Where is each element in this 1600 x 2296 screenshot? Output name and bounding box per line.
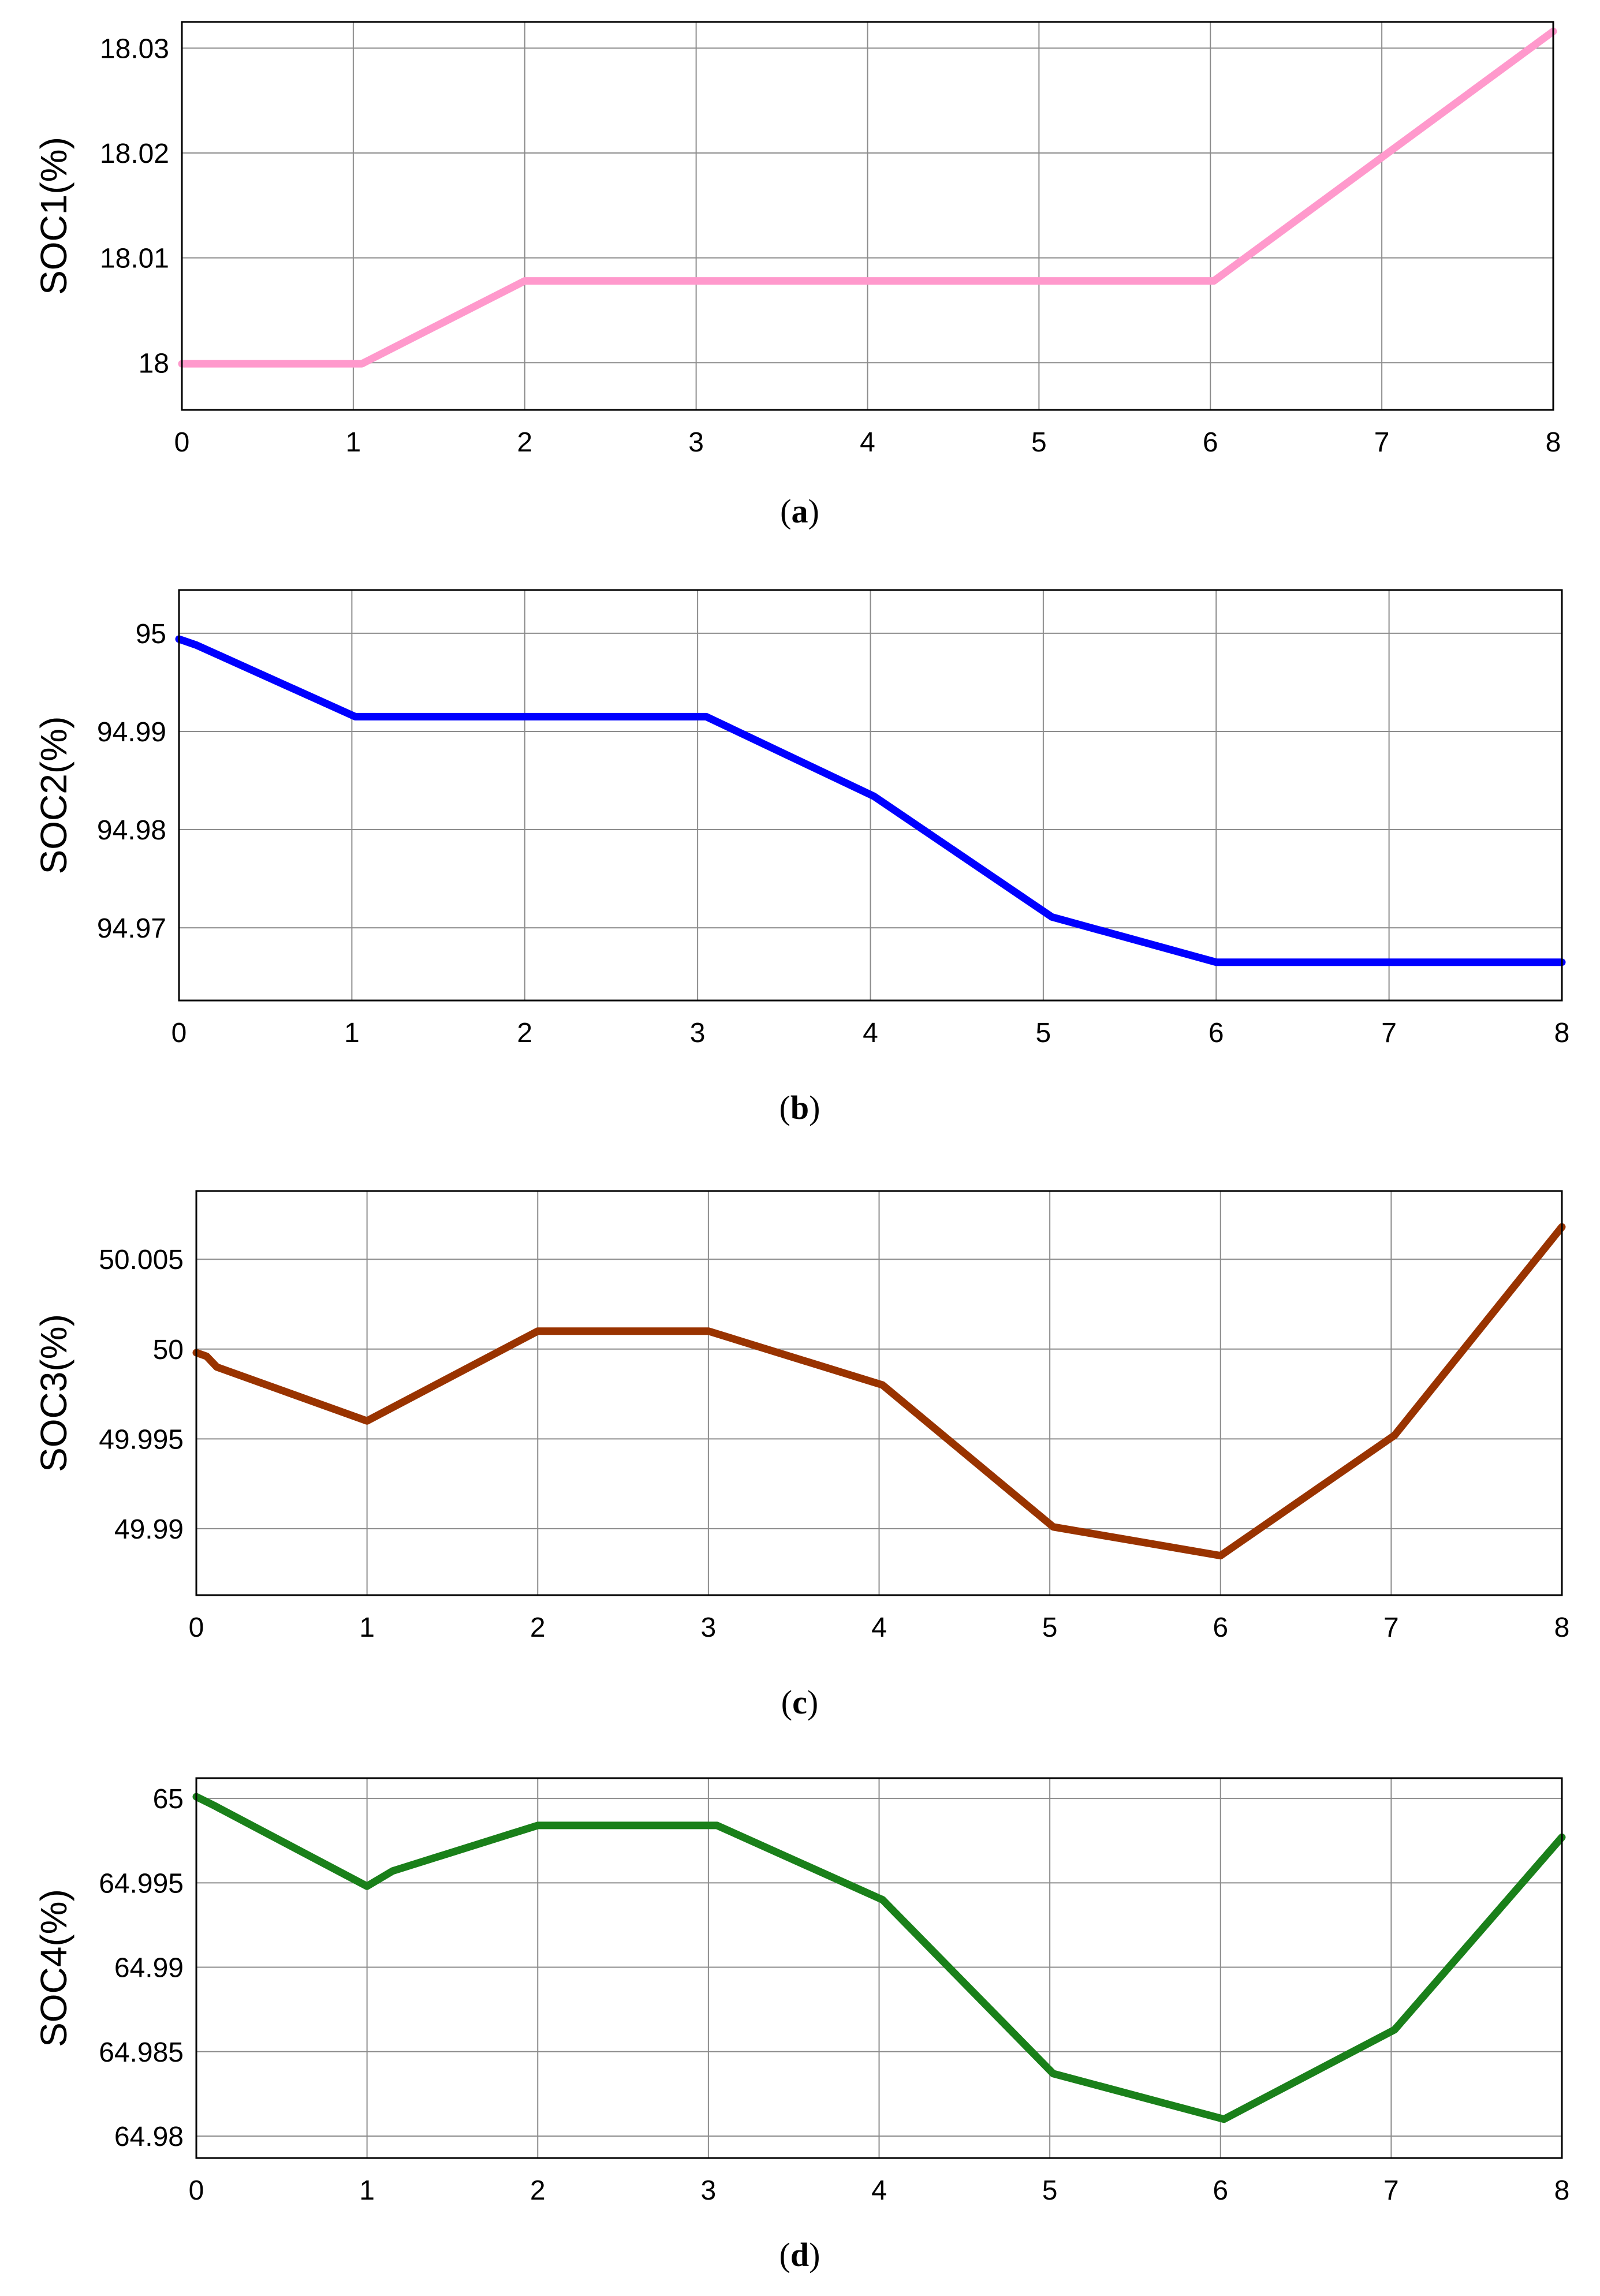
axes-frame	[195, 1777, 1563, 2159]
y-tick-label: 64.98	[114, 2122, 184, 2152]
x-tick-label: 3	[701, 1612, 717, 1643]
caption-letter: d	[790, 2236, 809, 2273]
x-tick-label: 5	[1042, 2175, 1058, 2206]
y-tick-label: 50	[153, 1335, 184, 1365]
y-tick-label: 18.03	[100, 33, 169, 64]
y-tick-label: 64.995	[99, 1868, 184, 1899]
x-tick-label: 5	[1036, 1018, 1051, 1048]
x-tick-label: 7	[1383, 2175, 1399, 2206]
axes-frame	[195, 1190, 1563, 1596]
x-tick-label: 6	[1213, 1612, 1228, 1643]
y-tick-label: 50.005	[99, 1245, 184, 1275]
axes-frame	[181, 21, 1554, 411]
y-tick-label: 94.99	[97, 717, 166, 748]
x-tick-label: 2	[517, 1018, 532, 1048]
panel-caption: (b)	[780, 1089, 820, 1126]
x-tick-label: 0	[174, 427, 190, 458]
x-tick-label: 0	[189, 1612, 204, 1643]
x-tick-label: 3	[690, 1018, 706, 1048]
chart-panel-a: 0 1 2 3 4 5 6 7 8 18 18.01 18.02 18.03 SOC1(%) (a)	[33, 21, 1561, 530]
series-line-soc3	[192, 1223, 1566, 1560]
x-tick-label: 3	[701, 2175, 717, 2206]
caption-letter: a	[792, 492, 808, 530]
x-tick-label: 1	[359, 2175, 375, 2206]
series-line-soc2	[175, 635, 1566, 966]
x-tick-label: 2	[530, 2175, 546, 2206]
x-tick-label: 8	[1554, 2175, 1570, 2206]
y-tick-label: 18	[139, 348, 169, 379]
y-tick-label: 95	[136, 619, 166, 649]
y-tick-label: 94.98	[97, 815, 166, 846]
y-tick-label: 49.995	[99, 1424, 184, 1455]
panel-caption: (c)	[781, 1683, 818, 1721]
series-line-soc4	[192, 1793, 1566, 2123]
x-tick-label: 8	[1546, 427, 1561, 458]
x-tick-label: 3	[688, 427, 704, 458]
x-tick-label: 7	[1383, 1612, 1399, 1643]
axes-frame	[178, 589, 1563, 1002]
x-tick-label: 8	[1554, 1612, 1570, 1643]
y-tick-label: 18.02	[100, 139, 169, 169]
x-tick-label: 4	[871, 1612, 887, 1643]
x-tick-label: 6	[1209, 1018, 1224, 1048]
y-axis-label: SOC2(%)	[33, 716, 74, 875]
series-line-soc1	[178, 27, 1557, 368]
y-tick-label: 18.01	[100, 244, 169, 274]
x-tick-label: 5	[1042, 1612, 1058, 1643]
x-tick-label: 6	[1213, 2175, 1228, 2206]
x-tick-label: 1	[344, 1018, 360, 1048]
caption-letter: b	[790, 1089, 809, 1126]
x-tick-label: 4	[863, 1018, 878, 1048]
chart-panel-b: 0 1 2 3 4 5 6 7 8 94.97 94.98 94.99 95 SOC2(%) (b)	[33, 589, 1570, 1126]
panel-caption: (a)	[780, 492, 819, 530]
x-tick-label: 2	[517, 427, 532, 458]
panel-caption: (d)	[780, 2236, 820, 2273]
x-tick-label: 4	[871, 2175, 887, 2206]
x-tick-label: 8	[1554, 1018, 1570, 1048]
y-tick-label: 64.99	[114, 1953, 184, 1984]
y-axis-label: SOC3(%)	[33, 1314, 74, 1472]
x-tick-label: 7	[1381, 1018, 1397, 1048]
chart-panel-c: 0 1 2 3 4 5 6 7 8 49.99 49.995 50 50.005 SOC3(%) (c)	[33, 1190, 1570, 1721]
x-tick-label: 1	[359, 1612, 375, 1643]
x-tick-label: 0	[171, 1018, 187, 1048]
y-tick-label: 94.97	[97, 913, 166, 944]
x-tick-label: 0	[189, 2175, 204, 2206]
x-tick-label: 2	[530, 1612, 546, 1643]
y-tick-label: 64.985	[99, 2037, 184, 2068]
x-tick-label: 4	[860, 427, 875, 458]
y-axis-label: SOC1(%)	[33, 137, 74, 295]
x-tick-label: 1	[346, 427, 361, 458]
x-tick-label: 5	[1031, 427, 1047, 458]
y-axis-label: SOC4(%)	[33, 1889, 74, 2047]
x-tick-label: 6	[1203, 427, 1218, 458]
y-tick-label: 49.99	[114, 1514, 184, 1545]
y-tick-label: 65	[153, 1784, 184, 1815]
chart-panel-d: 0 1 2 3 4 5 6 7 8 64.98 64.985 64.99 64.995 65 SOC4(%)…	[33, 1777, 1570, 2273]
caption-letter: c	[792, 1683, 807, 1721]
x-tick-label: 7	[1374, 427, 1390, 458]
